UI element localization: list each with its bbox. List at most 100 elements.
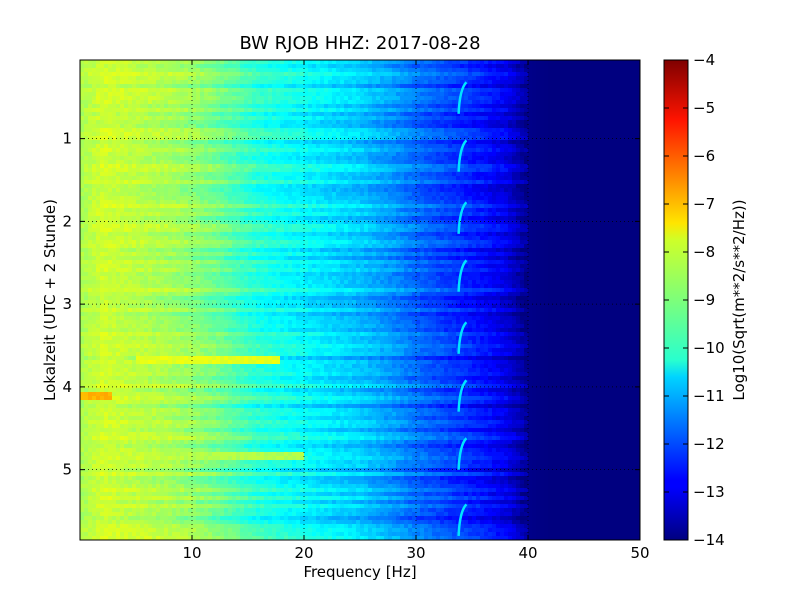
spectrogram-cell (452, 140, 457, 145)
spectrogram-cell (96, 152, 101, 157)
spectrogram-cell (104, 112, 109, 117)
spectrogram-cell (332, 64, 337, 69)
spectrogram-cell (408, 196, 413, 201)
spectrogram-cell (576, 112, 581, 117)
spectrogram-cell (440, 128, 445, 133)
spectrogram-cell (424, 196, 429, 201)
spectrogram-cell (108, 116, 113, 121)
spectrogram-cell (216, 184, 221, 189)
spectrogram-cell (156, 152, 161, 157)
spectrogram-cell (84, 156, 89, 161)
spectrogram-cell (164, 132, 169, 137)
spectrogram-cell (416, 64, 421, 69)
spectrogram-cell (180, 60, 185, 65)
spectrogram-cell (580, 180, 585, 185)
spectrogram-cell (624, 180, 629, 185)
spectrogram-cell (196, 88, 201, 93)
spectrogram-cell (336, 172, 341, 177)
spectrogram-cell (508, 192, 513, 197)
spectrogram-cell (308, 156, 313, 161)
spectrogram-cell (340, 92, 345, 97)
spectrogram-cell (356, 148, 361, 153)
spectrogram-cell (424, 124, 429, 129)
spectrogram-cell (128, 60, 133, 65)
spectrogram-cell (180, 180, 185, 185)
spectrogram-cell (548, 104, 553, 109)
spectrogram-cell (636, 128, 640, 133)
spectrogram-cell (232, 148, 237, 153)
spectrogram-cell (88, 196, 93, 201)
spectrogram-cell (592, 140, 597, 145)
spectrogram-cell (560, 64, 565, 69)
spectrogram-cell (504, 164, 509, 169)
spectrogram-cell (320, 140, 325, 145)
spectrogram-cell (108, 136, 113, 141)
spectrogram-cell (260, 84, 265, 89)
spectrogram-cell (320, 172, 325, 177)
spectrogram-cell (472, 132, 477, 137)
spectrogram-cell (400, 196, 405, 201)
spectrogram-cell (96, 176, 101, 181)
spectrogram-cell (80, 64, 85, 69)
spectrogram-cell (548, 112, 553, 117)
spectrogram-cell (264, 116, 269, 121)
spectrogram-cell (612, 140, 617, 145)
spectrogram-cell (604, 132, 609, 137)
spectrogram-cell (496, 160, 501, 165)
spectrogram-cell (140, 176, 145, 181)
spectrogram-cell (468, 76, 473, 81)
spectrogram-cell (108, 80, 113, 85)
spectrogram-cell (604, 140, 609, 145)
spectrogram-cell (224, 104, 229, 109)
spectrogram-cell (400, 80, 405, 85)
spectrogram-cell (616, 136, 621, 141)
spectrogram-cell (596, 76, 601, 81)
spectrogram-cell (108, 168, 113, 173)
spectrogram-cell (232, 184, 237, 189)
spectrogram-cell (440, 76, 445, 81)
spectrogram-cell (180, 96, 185, 101)
spectrogram-cell (92, 100, 97, 105)
spectrogram-cell (168, 148, 173, 153)
spectrogram-cell (136, 60, 141, 65)
spectrogram-cell (248, 84, 253, 89)
spectrogram-cell (320, 184, 325, 189)
spectrogram-cell (248, 192, 253, 197)
spectrogram-cell (244, 76, 249, 81)
spectrogram-cell (636, 144, 640, 149)
spectrogram-cell (280, 152, 285, 157)
spectrogram-cell (404, 72, 409, 77)
spectrogram-cell (624, 112, 629, 117)
spectrogram-cell (436, 92, 441, 97)
spectrogram-cell (384, 60, 389, 65)
spectrogram-cell (252, 76, 257, 81)
spectrogram-cell (84, 172, 89, 177)
spectrogram-cell (292, 64, 297, 69)
spectrogram-cell (272, 172, 277, 177)
spectrogram-cell (496, 128, 501, 133)
spectrogram-cell (156, 192, 161, 197)
spectrogram-cell (276, 104, 281, 109)
spectrogram-cell (484, 104, 489, 109)
spectrogram-cell (80, 84, 85, 89)
spectrogram-cell (324, 152, 329, 157)
spectrogram-cell (480, 92, 485, 97)
spectrogram-cell (392, 104, 397, 109)
spectrogram-cell (280, 116, 285, 121)
spectrogram-cell (168, 104, 173, 109)
spectrogram-cell (492, 100, 497, 105)
spectrogram-cell (472, 168, 477, 173)
spectrogram-cell (312, 68, 317, 73)
spectrogram-cell (376, 172, 381, 177)
spectrogram-cell (164, 172, 169, 177)
spectrogram-cell (408, 128, 413, 133)
spectrogram-cell (520, 184, 525, 189)
spectrogram-cell (188, 140, 193, 145)
spectrogram-cell (388, 160, 393, 165)
spectrogram-cell (240, 76, 245, 81)
spectrogram-cell (576, 160, 581, 165)
spectrogram-cell (552, 132, 557, 137)
spectrogram-cell (156, 128, 161, 133)
spectrogram-cell (308, 184, 313, 189)
spectrogram-cell (100, 156, 105, 161)
